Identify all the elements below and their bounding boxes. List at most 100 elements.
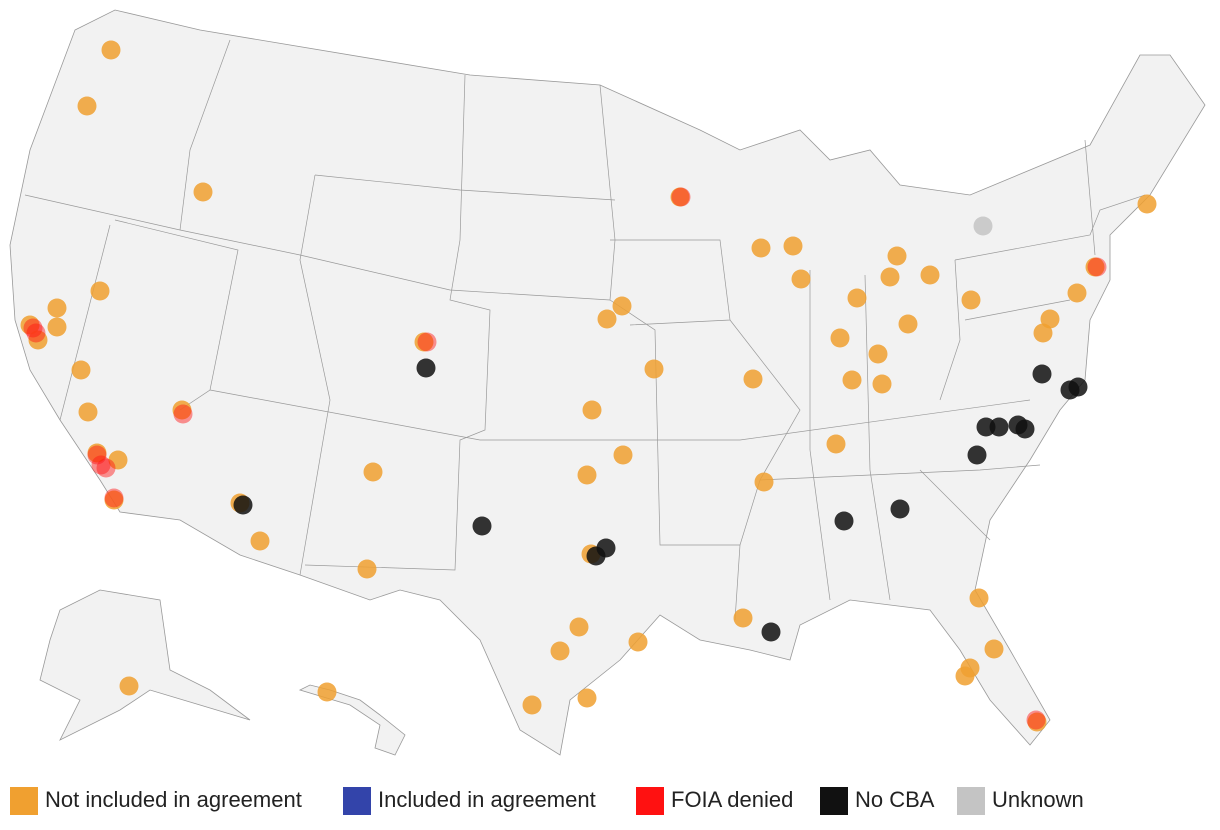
site-dot — [1040, 309, 1060, 329]
site-dot — [890, 499, 910, 519]
site-dot — [20, 315, 40, 335]
site-dot — [1068, 377, 1088, 397]
site-dot — [791, 269, 811, 289]
legend-label: FOIA denied — [671, 787, 793, 812]
land — [9, 9, 1206, 756]
site-dot — [1085, 257, 1105, 277]
site-dot — [577, 465, 597, 485]
site-dot — [670, 187, 690, 207]
site-dot — [743, 369, 763, 389]
site-dot — [984, 639, 1004, 659]
legend-label: No CBA — [855, 787, 935, 812]
site-dot — [47, 317, 67, 337]
state-borders — [24, 39, 1146, 621]
site-dot — [826, 434, 846, 454]
site-dot — [783, 236, 803, 256]
site-dot — [969, 588, 989, 608]
site-dot — [751, 238, 771, 258]
site-dot — [613, 445, 633, 465]
hawaii — [298, 684, 406, 756]
site-dot — [761, 622, 781, 642]
site-dot — [363, 462, 383, 482]
site-dot — [26, 323, 46, 343]
site-dot — [842, 370, 862, 390]
site-dot — [77, 96, 97, 116]
site-dot — [233, 495, 253, 515]
site-dot — [612, 296, 632, 316]
site-dot — [830, 328, 850, 348]
site-dot — [91, 455, 111, 475]
site-dot — [597, 309, 617, 329]
site-dot — [961, 290, 981, 310]
site-dot — [119, 676, 139, 696]
site-dot — [868, 344, 888, 364]
legend-swatch — [636, 787, 664, 815]
site-dot — [955, 666, 975, 686]
site-dot — [880, 267, 900, 287]
site-dot — [1032, 364, 1052, 384]
site-dot — [193, 182, 213, 202]
site-dot — [596, 538, 616, 558]
site-dot — [416, 358, 436, 378]
site-dot — [644, 359, 664, 379]
site-dot — [104, 490, 124, 510]
site-dot — [671, 187, 691, 207]
site-dot — [577, 688, 597, 708]
site-dot — [920, 265, 940, 285]
site-dot — [28, 330, 48, 350]
site-dot — [569, 617, 589, 637]
site-dot — [87, 445, 107, 465]
site-dot — [1137, 194, 1157, 214]
site-dot — [472, 516, 492, 536]
site-dot — [989, 417, 1009, 437]
site-dot — [967, 445, 987, 465]
site-dot — [317, 682, 337, 702]
site-dot — [872, 374, 892, 394]
legend-label: Included in agreement — [378, 787, 596, 812]
legend: Not included in agreement Included in agr… — [10, 787, 1084, 815]
site-dot — [87, 443, 107, 463]
site-dot — [96, 458, 116, 478]
lower-48 — [9, 9, 1206, 756]
site-dot — [172, 400, 192, 420]
legend-label: Not included in agreement — [45, 787, 302, 812]
site-dot — [90, 281, 110, 301]
site-dot — [250, 531, 270, 551]
site-dot — [1087, 257, 1107, 277]
site-dot — [414, 332, 434, 352]
site-dot — [1033, 323, 1053, 343]
site-dot — [1027, 712, 1047, 732]
site-dot — [417, 332, 437, 352]
dots — [20, 40, 1157, 732]
site-dot — [101, 40, 121, 60]
site-dot — [78, 402, 98, 422]
legend-label: Unknown — [992, 787, 1084, 812]
site-dot — [550, 641, 570, 661]
site-dot — [887, 246, 907, 266]
site-dot — [1015, 419, 1035, 439]
site-dot — [47, 298, 67, 318]
site-dot — [754, 472, 774, 492]
site-dot — [628, 632, 648, 652]
legend-swatch — [10, 787, 38, 815]
site-dot — [582, 400, 602, 420]
site-dot — [1026, 710, 1046, 730]
legend-swatch — [957, 787, 985, 815]
alaska — [39, 589, 251, 741]
site-dot — [976, 417, 996, 437]
site-dot — [71, 360, 91, 380]
site-dot — [1067, 283, 1087, 303]
legend-swatch — [343, 787, 371, 815]
site-dot — [357, 559, 377, 579]
site-dot — [104, 488, 124, 508]
site-dot — [173, 404, 193, 424]
site-dot — [108, 450, 128, 470]
site-dot — [733, 608, 753, 628]
legend-swatch — [820, 787, 848, 815]
site-dot — [898, 314, 918, 334]
site-dot — [23, 318, 43, 338]
site-dot — [522, 695, 542, 715]
site-dot — [847, 288, 867, 308]
site-dot — [973, 216, 993, 236]
